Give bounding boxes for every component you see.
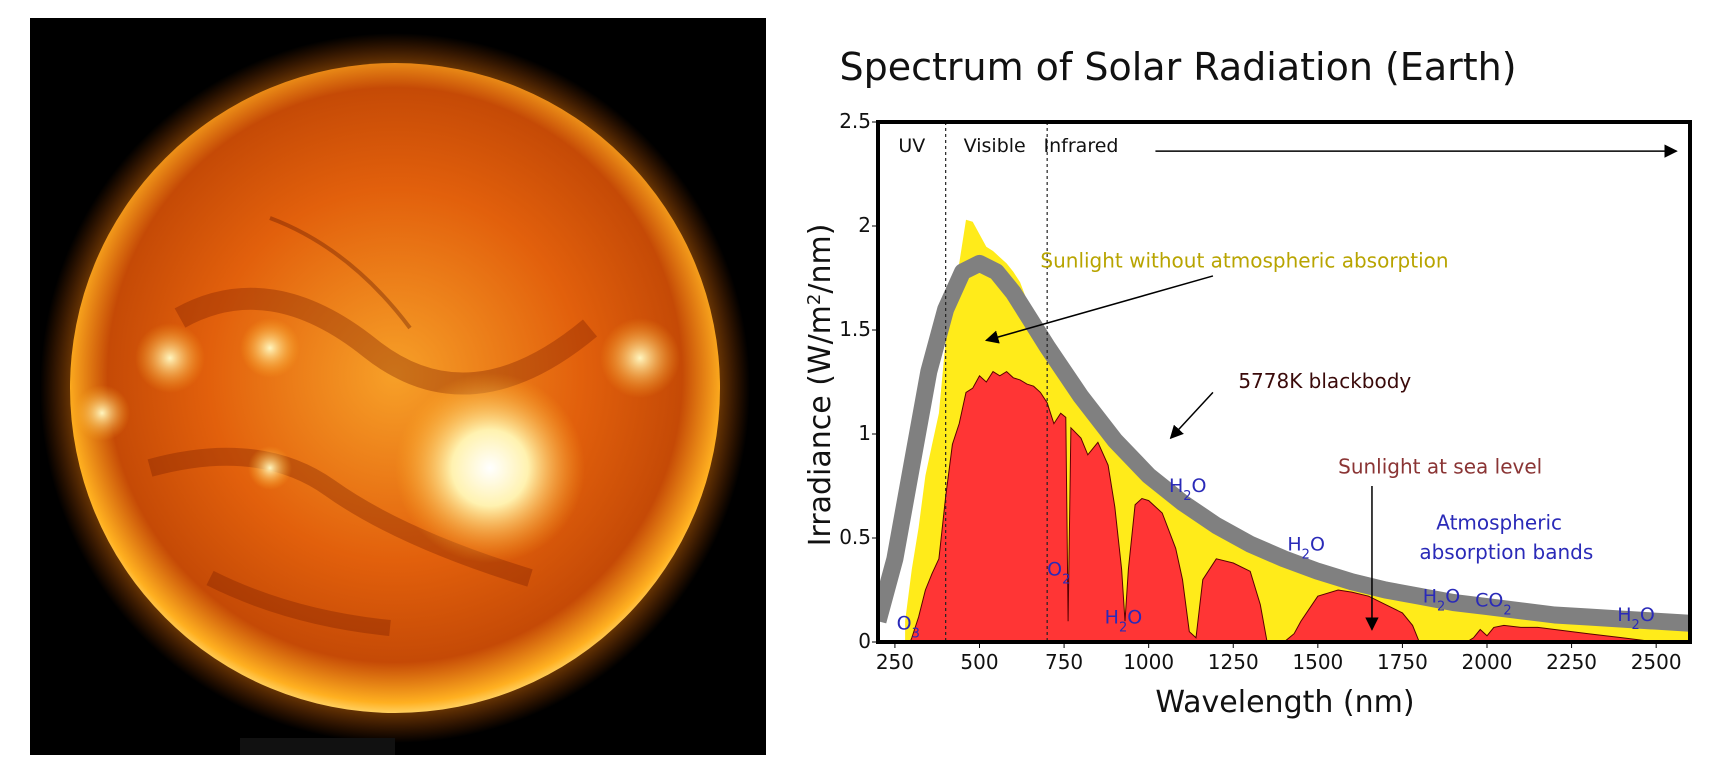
annotation-abs1: Atmospheric (1436, 511, 1562, 535)
x-tick-label: 750 (1045, 650, 1083, 674)
series-blackbody-curve (878, 254, 1690, 632)
chart-svg: Spectrum of Solar Radiation (Earth) Irra… (803, 45, 1692, 720)
x-tick-label: 1000 (1123, 650, 1174, 674)
x-tick-label: 2250 (1546, 650, 1597, 674)
active-region-limb (74, 385, 130, 441)
annotation-bb: 5778K blackbody (1238, 369, 1411, 393)
region-label-visible: Visible (964, 135, 1026, 157)
sun-photo (30, 18, 766, 755)
region-label-uv: UV (898, 135, 925, 157)
series-sea-level-area (909, 370, 1657, 642)
absorption-label-4: H2O (1287, 533, 1325, 562)
active-region-center (240, 318, 300, 378)
absorption-label-6: CO2 (1475, 590, 1512, 619)
absorption-label-2: H2O (1105, 606, 1143, 635)
x-axis-label: Wavelength (nm) (1155, 685, 1414, 720)
sun-disk (70, 63, 720, 713)
y-tick-label: 2 (858, 213, 871, 237)
x-tick-label: 1750 (1377, 650, 1428, 674)
y-tick-label: 0 (858, 629, 871, 653)
plot-area: UV Visible Infrared 250 500 750 1000 1250 1500 17… (839, 109, 1692, 674)
annotation-abs2: absorption bands (1419, 540, 1593, 564)
y-tick-label: 1.5 (839, 317, 871, 341)
absorption-label-3: H2O (1169, 475, 1207, 504)
active-region-east (600, 318, 680, 398)
active-region-south (248, 446, 292, 490)
solar-spectrum-chart: Spectrum of Solar Radiation (Earth) Irra… (790, 0, 1710, 757)
annotation-ext: Sunlight without atmospheric absorption (1040, 249, 1448, 273)
caption-strip (240, 738, 395, 755)
annotation-arrow-ext (984, 275, 1214, 344)
region-label-infrared: Infrared (1044, 135, 1119, 157)
x-tick-label: 2000 (1462, 650, 1513, 674)
active-region-west (135, 323, 205, 393)
x-tick-label: 250 (876, 650, 914, 674)
absorption-label-0: O3 (897, 613, 920, 642)
annotation-layer: Sunlight without atmospheric absorption 5… (897, 249, 1655, 641)
x-tick-label: 2500 (1631, 650, 1682, 674)
y-tick-label: 1 (858, 421, 871, 445)
x-tick-label: 1250 (1208, 650, 1259, 674)
chart-title: Spectrum of Solar Radiation (Earth) (839, 45, 1516, 89)
x-tick-label: 500 (960, 650, 998, 674)
absorption-label-1: O2 (1047, 558, 1070, 587)
sun-photo-svg (30, 18, 766, 755)
y-tick-label: 0.5 (839, 525, 871, 549)
series-group (878, 219, 1690, 642)
plot-frame (876, 120, 1692, 644)
active-region-flare (395, 373, 585, 563)
absorption-label-7: H2O (1617, 604, 1655, 633)
y-tick-label: 2.5 (839, 109, 871, 133)
absorption-label-5: H2O (1423, 585, 1461, 614)
y-axis-label: Irradiance (W/m2/nm) (803, 224, 838, 547)
annotation-sea: Sunlight at sea level (1338, 455, 1542, 479)
annotation-arrow-bb (1169, 391, 1214, 440)
x-tick-label: 1500 (1292, 650, 1343, 674)
